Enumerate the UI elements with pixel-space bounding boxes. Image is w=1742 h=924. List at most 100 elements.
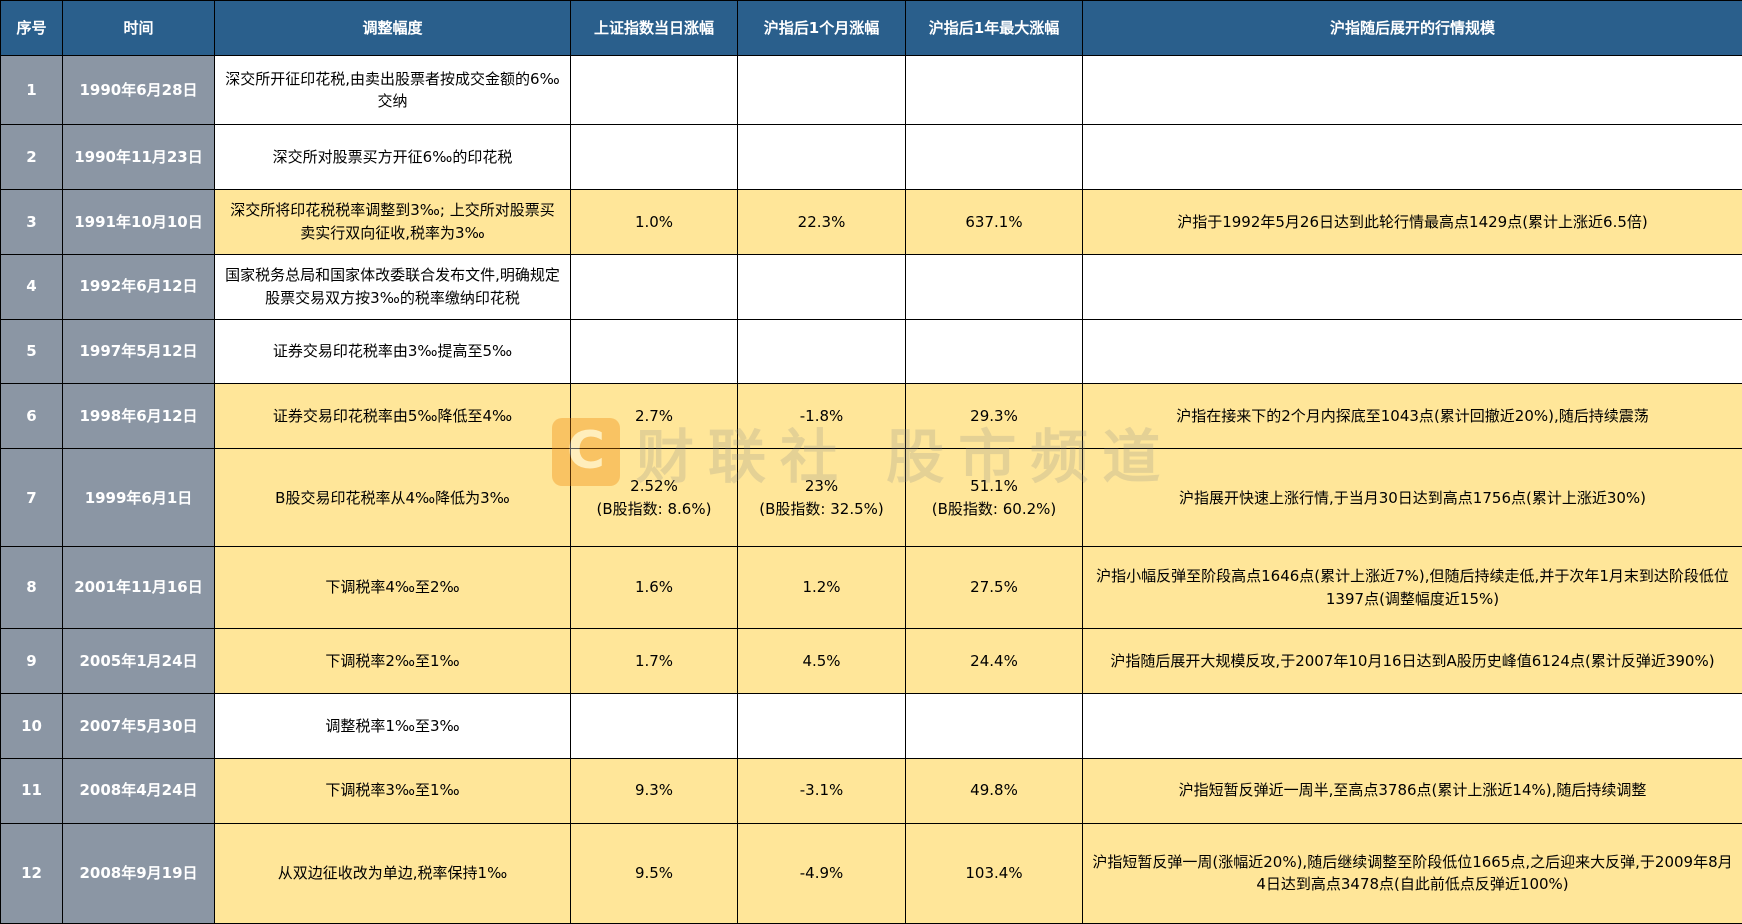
year1-max-cell: 24.4% xyxy=(905,628,1083,694)
scale-cell xyxy=(1082,318,1742,385)
scale-cell: 沪指短暂反弹近一周半,至高点3786点(累计上涨近14%),随后持续调整 xyxy=(1082,757,1742,824)
row-number-cell: 6 xyxy=(0,383,63,450)
month1-change-cell xyxy=(737,692,906,759)
month1-change-cell: 22.3% xyxy=(737,188,906,255)
month1-change-cell: -4.9% xyxy=(737,822,906,924)
header-adjustment: 调整幅度 xyxy=(214,0,571,56)
table-row: 4 1992年6月12日 国家税务总局和国家体改委联合发布文件,明确规定股票交易… xyxy=(0,253,1742,320)
table-body: 1 1990年6月28日 深交所开征印花税,由卖出股票者按成交金额的6‰交纳 2… xyxy=(0,54,1742,924)
table-row: 7 1999年6月1日 B股交易印花税率从4‰降低为3‰ 2.52% (B股指数… xyxy=(0,448,1742,548)
year1-max-cell: 29.3% xyxy=(905,383,1083,450)
date-cell: 1991年10月10日 xyxy=(62,188,215,255)
year1-max-cell xyxy=(905,124,1083,190)
row-number-cell: 8 xyxy=(0,546,63,630)
date-cell: 2007年5月30日 xyxy=(62,692,215,759)
scale-cell: 沪指随后展开大规模反攻,于2007年10月16日达到A股历史峰值6124点(累计… xyxy=(1082,628,1742,694)
scale-cell xyxy=(1082,54,1742,126)
month1-change-cell: 4.5% xyxy=(737,628,906,694)
day-change-cell xyxy=(570,124,738,190)
header-year1-max: 沪指后1年最大涨幅 xyxy=(905,0,1083,56)
row-number-cell: 4 xyxy=(0,253,63,320)
year1-max-cell: 27.5% xyxy=(905,546,1083,630)
header-serial: 序号 xyxy=(0,0,63,56)
date-cell: 1998年6月12日 xyxy=(62,383,215,450)
date-cell: 1999年6月1日 xyxy=(62,448,215,548)
scale-cell xyxy=(1082,692,1742,759)
year1-max-cell xyxy=(905,318,1083,385)
table-row: 3 1991年10月10日 深交所将印花税税率调整到3‰; 上交所对股票买卖实行… xyxy=(0,188,1742,255)
month1-change-cell: 1.2% xyxy=(737,546,906,630)
header-date: 时间 xyxy=(62,0,215,56)
table-row: 6 1998年6月12日 证券交易印花税率由5‰降低至4‰ 2.7% -1.8%… xyxy=(0,383,1742,450)
header-row: 序号 时间 调整幅度 上证指数当日涨幅 沪指后1个月涨幅 沪指后1年最大涨幅 沪… xyxy=(0,0,1742,56)
scale-cell: 沪指在接来下的2个月内探底至1043点(累计回撤近20%),随后持续震荡 xyxy=(1082,383,1742,450)
adjustment-cell: 证券交易印花税率由3‰提高至5‰ xyxy=(214,318,571,385)
year1-max-cell: 51.1% (B股指数: 60.2%) xyxy=(905,448,1083,548)
table-row: 9 2005年1月24日 下调税率2‰至1‰ 1.7% 4.5% 24.4% 沪… xyxy=(0,628,1742,694)
row-number-cell: 2 xyxy=(0,124,63,190)
month1-change-cell: 23% (B股指数: 32.5%) xyxy=(737,448,906,548)
scale-cell: 沪指小幅反弹至阶段高点1646点(累计上涨近7%),但随后持续走低,并于次年1月… xyxy=(1082,546,1742,630)
date-cell: 2008年4月24日 xyxy=(62,757,215,824)
table-row: 11 2008年4月24日 下调税率3‰至1‰ 9.3% -3.1% 49.8%… xyxy=(0,757,1742,824)
table-row: 2 1990年11月23日 深交所对股票买方开征6‰的印花税 xyxy=(0,124,1742,190)
row-number-cell: 11 xyxy=(0,757,63,824)
header-day-change: 上证指数当日涨幅 xyxy=(570,0,738,56)
date-cell: 2001年11月16日 xyxy=(62,546,215,630)
year1-max-cell: 103.4% xyxy=(905,822,1083,924)
year1-max-cell: 49.8% xyxy=(905,757,1083,824)
date-cell: 1990年11月23日 xyxy=(62,124,215,190)
adjustment-cell: 从双边征收改为单边,税率保持1‰ xyxy=(214,822,571,924)
table-header: 序号 时间 调整幅度 上证指数当日涨幅 沪指后1个月涨幅 沪指后1年最大涨幅 沪… xyxy=(0,0,1742,56)
adjustment-cell: 下调税率3‰至1‰ xyxy=(214,757,571,824)
header-month1-change: 沪指后1个月涨幅 xyxy=(737,0,906,56)
month1-change-cell: -1.8% xyxy=(737,383,906,450)
row-number-cell: 9 xyxy=(0,628,63,694)
adjustment-cell: 证券交易印花税率由5‰降低至4‰ xyxy=(214,383,571,450)
day-change-cell: 2.52% (B股指数: 8.6%) xyxy=(570,448,738,548)
day-change-cell: 2.7% xyxy=(570,383,738,450)
adjustment-cell: 国家税务总局和国家体改委联合发布文件,明确规定股票交易双方按3‰的税率缴纳印花税 xyxy=(214,253,571,320)
row-number-cell: 1 xyxy=(0,54,63,126)
scale-cell: 沪指短暂反弹一周(涨幅近20%),随后继续调整至阶段低位1665点,之后迎来大反… xyxy=(1082,822,1742,924)
scale-cell xyxy=(1082,253,1742,320)
scale-cell: 沪指展开快速上涨行情,于当月30日达到高点1756点(累计上涨近30%) xyxy=(1082,448,1742,548)
adjustment-cell: 调整税率1‰至3‰ xyxy=(214,692,571,759)
day-change-cell: 9.3% xyxy=(570,757,738,824)
header-scale: 沪指随后展开的行情规模 xyxy=(1082,0,1742,56)
adjustment-cell: 下调税率4‰至2‰ xyxy=(214,546,571,630)
date-cell: 2005年1月24日 xyxy=(62,628,215,694)
scale-cell: 沪指于1992年5月26日达到此轮行情最高点1429点(累计上涨近6.5倍) xyxy=(1082,188,1742,255)
scale-cell xyxy=(1082,124,1742,190)
day-change-cell xyxy=(570,54,738,126)
month1-change-cell xyxy=(737,124,906,190)
row-number-cell: 3 xyxy=(0,188,63,255)
day-change-cell xyxy=(570,253,738,320)
day-change-cell: 1.7% xyxy=(570,628,738,694)
month1-change-cell xyxy=(737,253,906,320)
row-number-cell: 10 xyxy=(0,692,63,759)
year1-max-cell xyxy=(905,253,1083,320)
month1-change-cell xyxy=(737,318,906,385)
table-row: 8 2001年11月16日 下调税率4‰至2‰ 1.6% 1.2% 27.5% … xyxy=(0,546,1742,630)
adjustment-cell: 深交所对股票买方开征6‰的印花税 xyxy=(214,124,571,190)
row-number-cell: 12 xyxy=(0,822,63,924)
adjustment-cell: 下调税率2‰至1‰ xyxy=(214,628,571,694)
year1-max-cell xyxy=(905,692,1083,759)
table-row: 10 2007年5月30日 调整税率1‰至3‰ xyxy=(0,692,1742,759)
table-row: 12 2008年9月19日 从双边征收改为单边,税率保持1‰ 9.5% -4.9… xyxy=(0,822,1742,924)
day-change-cell xyxy=(570,318,738,385)
day-change-cell: 1.0% xyxy=(570,188,738,255)
date-cell: 1990年6月28日 xyxy=(62,54,215,126)
date-cell: 1992年6月12日 xyxy=(62,253,215,320)
table-row: 5 1997年5月12日 证券交易印花税率由3‰提高至5‰ xyxy=(0,318,1742,385)
month1-change-cell xyxy=(737,54,906,126)
month1-change-cell: -3.1% xyxy=(737,757,906,824)
row-number-cell: 7 xyxy=(0,448,63,548)
date-cell: 2008年9月19日 xyxy=(62,822,215,924)
year1-max-cell xyxy=(905,54,1083,126)
adjustment-cell: B股交易印花税率从4‰降低为3‰ xyxy=(214,448,571,548)
row-number-cell: 5 xyxy=(0,318,63,385)
year1-max-cell: 637.1% xyxy=(905,188,1083,255)
